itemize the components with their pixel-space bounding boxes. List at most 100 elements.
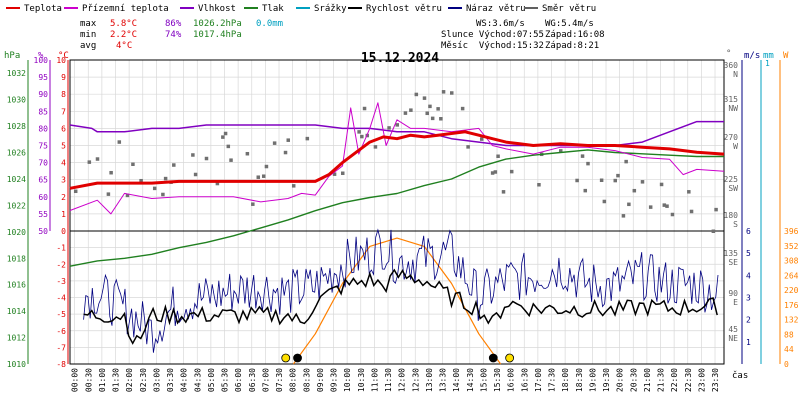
wind-dir-point: [460, 106, 465, 111]
wind-dir-point: [496, 154, 500, 159]
wind-dir-point: [87, 160, 92, 164]
wind-dir-point: [616, 173, 620, 178]
wind-dir-tick-label: 180: [724, 211, 739, 220]
legend-label-4: Srážky: [314, 4, 347, 14]
time-tick-label: 05:30: [221, 368, 230, 392]
time-tick-label: 11:00: [370, 368, 379, 392]
wind-speed-tick-label: 4: [746, 271, 751, 280]
wind-dir-point: [466, 145, 470, 149]
wind-dir-point: [362, 106, 367, 111]
time-tick-label: 18:00: [561, 368, 570, 392]
temperature-tick-label: 8: [61, 90, 66, 99]
temperature-tick-label: -5: [56, 310, 66, 319]
wind-dir-point: [422, 96, 427, 100]
pressure-tick-label: 1014: [7, 307, 26, 316]
time-tick-label: 17:30: [548, 368, 557, 392]
time-tick-label: 16:30: [520, 368, 529, 392]
stats-max-press: 1026.2hPa: [193, 19, 242, 29]
solar-radiation-line: [292, 237, 502, 365]
pressure-tick-label: 1030: [7, 96, 26, 105]
wind-dir-point: [161, 192, 165, 197]
wind-dir-point: [357, 130, 361, 134]
time-tick-label: 13:00: [425, 368, 434, 392]
legend: Teplota Přízemní teplota Vlhkost Tlak Srážky…: [6, 4, 596, 14]
sunrise-marker: [281, 353, 291, 363]
legend-label-2: Vlhkost: [198, 4, 236, 14]
time-tick-label: 02:30: [139, 368, 148, 392]
wind-dir-point: [251, 202, 255, 206]
stats-avg-temp: 4°C: [116, 41, 132, 51]
temperature-tick-label: 1: [61, 210, 66, 219]
wind-dir-point: [509, 169, 514, 174]
wind-dir-point: [245, 151, 250, 156]
info-block: WS:3.6m/s WG:5.4m/s Slunce Východ:07:55 …: [441, 19, 605, 51]
wind-speed-tick-label: 3: [746, 294, 751, 303]
wind-dir-point: [428, 104, 432, 109]
wind-dir-point: [305, 136, 310, 141]
time-tick-label: 17:00: [534, 368, 543, 392]
wind-speed-line: [83, 268, 718, 345]
temperature-tick-label: 0: [61, 227, 66, 236]
time-tick-label: 13:30: [439, 368, 448, 392]
wind-dir-point: [430, 116, 435, 121]
temperature-tick-label: 3: [61, 176, 66, 185]
humidity-tick-label: 75: [38, 142, 48, 151]
pressure-tick-label: 1026: [7, 149, 26, 158]
solar-tick-label: 308: [784, 257, 799, 266]
pressure-tick-label: 1016: [7, 281, 26, 290]
wind-dir-axis-title: °: [726, 49, 731, 59]
time-tick-label: 10:00: [343, 368, 352, 392]
legend-label-5: Rychlost větru: [366, 4, 442, 14]
time-tick-label: 21:30: [657, 368, 666, 392]
time-tick-label: 15:00: [479, 368, 488, 392]
time-tick-label: 22:30: [684, 368, 693, 392]
time-tick-label: 08:30: [302, 368, 311, 392]
solar-tick-label: 176: [784, 301, 799, 310]
rain-tick-label: 1: [765, 59, 770, 68]
temperature-tick-label: 4: [61, 159, 66, 168]
stats-avg-label: avg: [80, 41, 96, 51]
moon-set-info: Západ:8:21: [545, 41, 599, 51]
humidity-tick-label: 50: [38, 227, 48, 236]
wind-speed-tick-label: 1: [746, 338, 751, 347]
grid: [70, 59, 724, 364]
wind-dir-point: [163, 176, 168, 181]
pressure-tick-label: 1012: [7, 334, 26, 343]
wind-dir-point: [624, 159, 628, 164]
time-tick-label: 02:00: [125, 368, 134, 392]
sunset-marker: [505, 353, 515, 363]
time-tick-label: 23:30: [711, 368, 720, 392]
pressure-tick-label: 1022: [7, 201, 26, 210]
wind-dir-point: [689, 209, 694, 214]
time-tick-label: 06:30: [248, 368, 257, 392]
pressure-line: [69, 149, 724, 267]
time-tick-label: 12:00: [398, 368, 407, 392]
wind-dir-point: [117, 140, 122, 144]
wind-dir-point: [627, 202, 631, 207]
time-tick-label: 12:30: [411, 368, 420, 392]
wind-dir-tick-label: 360: [724, 61, 739, 70]
wind-dir-point: [441, 90, 446, 94]
wind-speed-tick-label: 6: [746, 227, 751, 236]
wind-dir-point: [621, 214, 626, 218]
wind-dir-point: [229, 158, 233, 162]
wind-dir-point: [403, 111, 408, 115]
wind-dir-point: [711, 229, 716, 233]
solar-tick-label: 88: [784, 330, 794, 339]
wind-speed-axis-title: m/s: [744, 51, 760, 61]
time-tick-label: 01:00: [98, 368, 107, 392]
moonrise-marker: [488, 353, 498, 363]
wind-dir-tick-label: 45: [728, 325, 738, 334]
temperature-tick-label: 2: [61, 193, 66, 202]
humidity-tick-label: 55: [38, 210, 48, 219]
legend-label-3: Tlak: [262, 4, 284, 14]
wind-dir-point: [493, 170, 498, 174]
wind-dir-point: [665, 204, 669, 208]
wind-dir-point: [223, 131, 228, 136]
time-tick-label: 18:30: [575, 368, 584, 392]
wind-dir-tick-label: NE: [728, 334, 738, 343]
wind-dir-point: [106, 192, 111, 196]
wind-dir-point: [73, 189, 78, 194]
rain-axis-title: mm: [763, 51, 774, 61]
